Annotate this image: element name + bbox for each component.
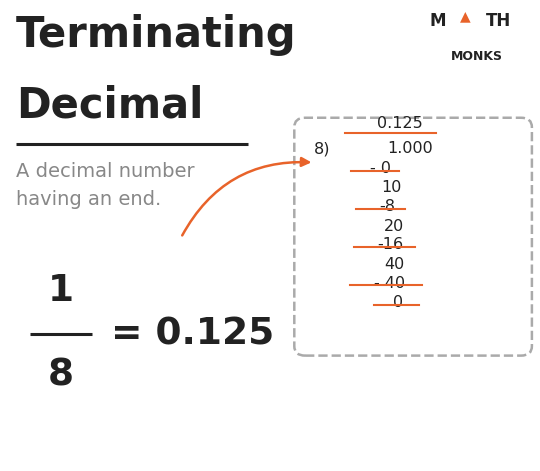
Text: 0.125: 0.125: [377, 116, 422, 131]
Text: -16: -16: [377, 237, 403, 252]
Text: 8: 8: [48, 358, 73, 394]
Text: - 40: - 40: [374, 276, 406, 291]
Text: Terminating: Terminating: [16, 14, 297, 56]
FancyArrowPatch shape: [182, 158, 309, 236]
Text: -8: -8: [380, 199, 396, 214]
Text: 10: 10: [381, 180, 402, 195]
Text: 1.000: 1.000: [388, 141, 433, 156]
Text: Decimal: Decimal: [16, 85, 204, 127]
Text: - 0: - 0: [370, 161, 391, 176]
Text: TH: TH: [486, 12, 511, 30]
Text: = 0.125: = 0.125: [111, 317, 274, 352]
Text: 8): 8): [314, 141, 330, 156]
Text: 0: 0: [394, 295, 403, 310]
Text: ▲: ▲: [460, 9, 471, 24]
Text: 40: 40: [384, 257, 404, 272]
FancyBboxPatch shape: [294, 118, 532, 356]
Text: A decimal number
having an end.: A decimal number having an end.: [16, 162, 195, 209]
Text: 20: 20: [384, 219, 404, 234]
Text: 1: 1: [48, 273, 73, 309]
Text: M: M: [429, 12, 446, 30]
Text: MONKS: MONKS: [451, 50, 503, 64]
